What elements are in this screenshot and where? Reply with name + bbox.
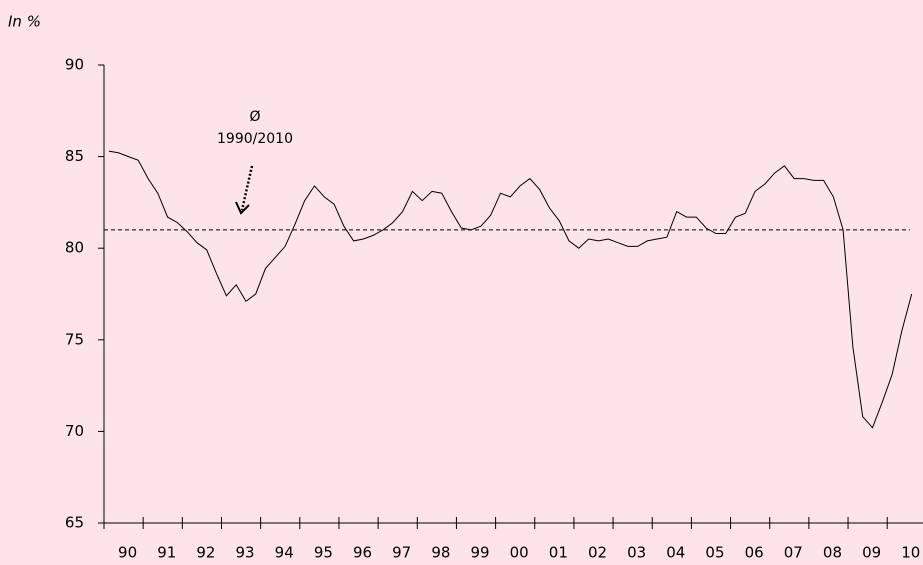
x-tick-label: 99: [470, 544, 489, 562]
annotation-arrowhead: [235, 201, 250, 215]
y-axis-label: In %: [8, 13, 41, 31]
x-tick-label: 95: [314, 544, 333, 562]
x-tick-label: 00: [510, 544, 529, 562]
x-tick-label: 93: [236, 544, 255, 562]
y-tick-label: 75: [65, 330, 84, 348]
x-tick-label: 06: [745, 544, 764, 562]
annotation-symbol: Ø: [249, 109, 260, 125]
x-tick-label: 01: [549, 544, 568, 562]
x-tick-label: 98: [431, 544, 450, 562]
x-tick-label: 04: [666, 544, 685, 562]
x-tick-label: 07: [784, 544, 803, 562]
x-tick-label: 09: [862, 544, 881, 562]
x-tick-label: 02: [588, 544, 607, 562]
x-tick-label: 90: [118, 544, 137, 562]
y-tick-label: 85: [65, 147, 84, 165]
x-tick-label: 97: [392, 544, 411, 562]
x-tick-label: 08: [823, 544, 842, 562]
x-tick-label: 03: [627, 544, 646, 562]
x-tick-label: 91: [157, 544, 176, 562]
x-tick-label: 94: [275, 544, 294, 562]
x-tick-label: 92: [196, 544, 215, 562]
data-line: [108, 150, 913, 429]
y-tick-label: 65: [65, 514, 84, 532]
y-tick-label: 80: [65, 239, 84, 257]
x-tick-label: 96: [353, 544, 372, 562]
annotation-text: 1990/2010: [217, 131, 293, 147]
y-tick-label: 90: [65, 56, 84, 74]
x-tick-label: 05: [705, 544, 724, 562]
x-tick-label: 10: [901, 544, 920, 562]
annotation-arrow: [240, 165, 254, 211]
y-tick-label: 70: [65, 422, 84, 440]
